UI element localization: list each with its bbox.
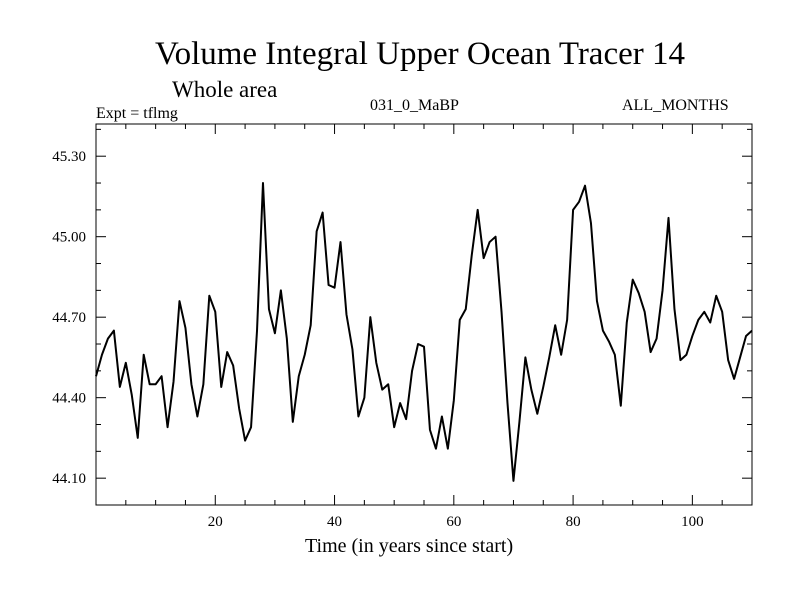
y-tick-label: 45.00 [52, 230, 86, 246]
period-label: ALL_MONTHS [622, 97, 729, 114]
series-line [95, 182, 753, 482]
chart-title: Volume Integral Upper Ocean Tracer 14 [155, 36, 685, 72]
x-tick-label: 20 [208, 514, 223, 530]
x-tick-label: 40 [327, 514, 342, 530]
chart-subtitle: Whole area [172, 77, 278, 102]
experiment-label: Expt = tflmg [96, 105, 178, 122]
y-tick-label: 45.30 [52, 149, 86, 165]
y-tick-label: 44.40 [52, 391, 86, 407]
y-tick-label: 44.70 [52, 310, 86, 326]
x-tick-label: 100 [681, 514, 704, 530]
x-tick-label: 60 [446, 514, 461, 530]
ticks-layer [96, 124, 752, 505]
run-label: 031_0_MaBP [370, 97, 459, 114]
x-tick-label: 80 [566, 514, 581, 530]
y-tick-label: 44.10 [52, 471, 86, 487]
x-axis-label: Time (in years since start) [305, 535, 514, 557]
plot-frame [95, 123, 753, 506]
tick-labels-layer: 20 40 60 80 100 44.10 44.40 44.70 45.00 45.30 [52, 149, 703, 530]
